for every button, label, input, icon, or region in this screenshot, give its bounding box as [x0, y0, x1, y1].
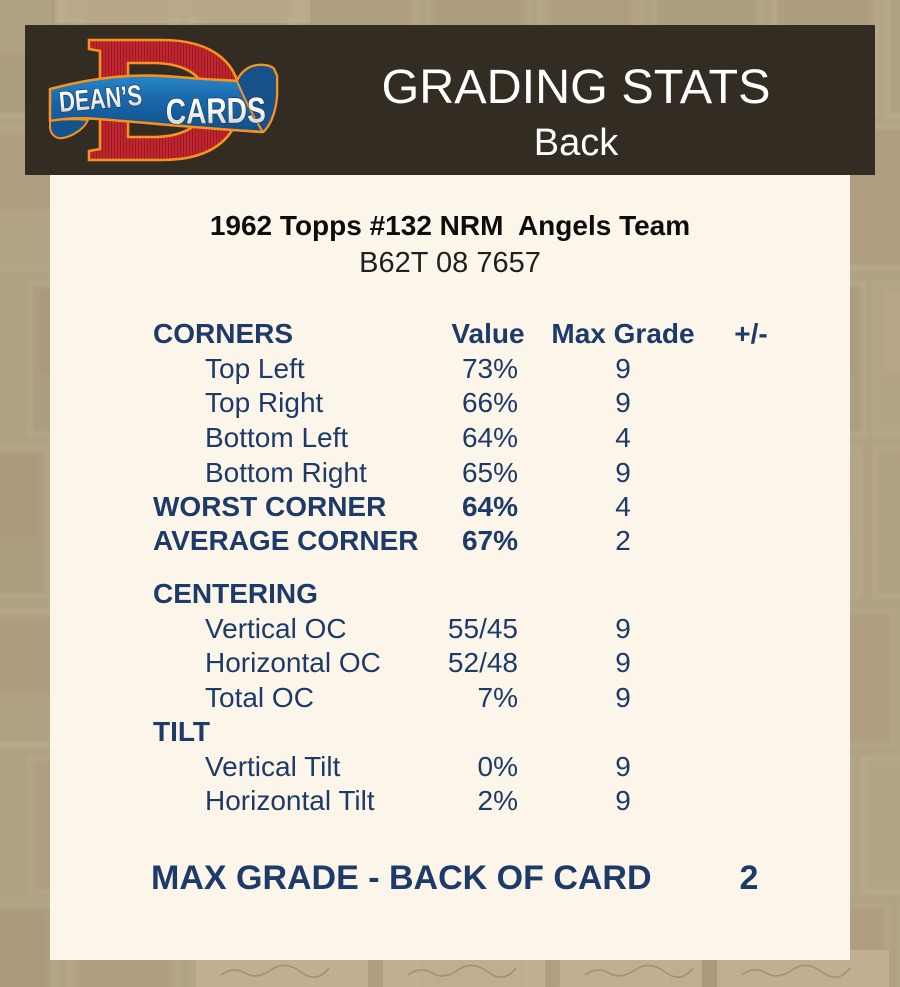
- svg-text:DEAN’S: DEAN’S: [58, 80, 143, 119]
- svg-text:CARDS: CARDS: [165, 89, 266, 132]
